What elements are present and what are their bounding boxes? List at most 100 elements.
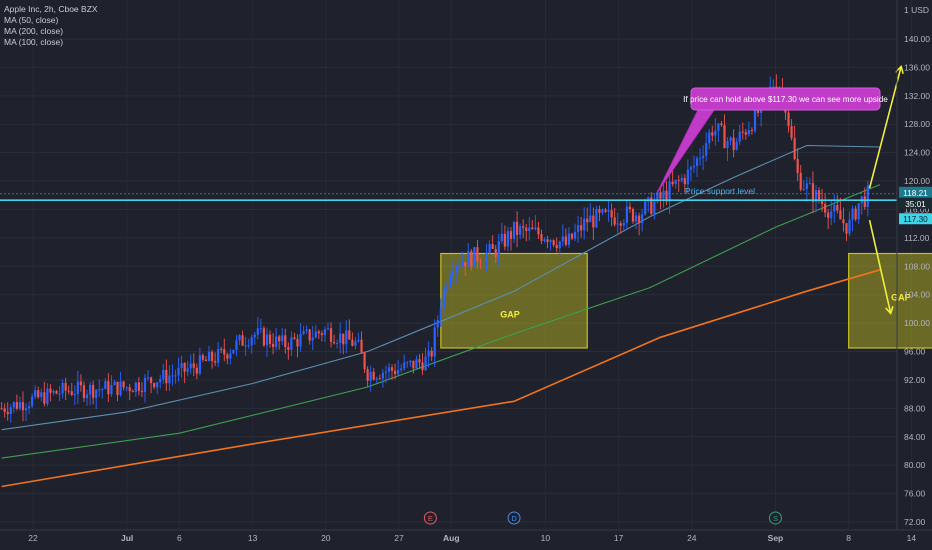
event-marker-s[interactable]: S bbox=[768, 511, 782, 525]
candle-body bbox=[702, 155, 705, 158]
candle-body bbox=[305, 329, 308, 332]
candle-body bbox=[497, 241, 500, 257]
x-tick-label: 17 bbox=[614, 533, 624, 543]
callout-box[interactable] bbox=[690, 87, 881, 111]
candle-body bbox=[223, 349, 226, 355]
candle-body bbox=[641, 214, 644, 224]
candle-body bbox=[595, 209, 598, 228]
candle-body bbox=[82, 385, 86, 398]
candle-body bbox=[400, 368, 403, 371]
candle-body bbox=[18, 402, 22, 409]
gap-label: GAP bbox=[500, 310, 520, 320]
countdown-badge-bg bbox=[899, 197, 932, 209]
legend-ma-200[interactable]: MA (200, close) bbox=[4, 26, 64, 36]
candle-body bbox=[451, 272, 455, 276]
candle-body bbox=[720, 123, 723, 126]
candle-body bbox=[793, 138, 796, 160]
candle-body bbox=[519, 226, 522, 235]
ma-100-line bbox=[1, 184, 881, 459]
candle-body bbox=[134, 382, 137, 393]
last-price-badge-bg bbox=[899, 186, 932, 198]
candle-body bbox=[229, 353, 232, 359]
symbol-title[interactable]: Apple Inc, 2h, Cboe BZX bbox=[4, 4, 98, 14]
candle-body bbox=[747, 130, 750, 135]
candle-body bbox=[506, 231, 510, 247]
y-tick-label: 88.00 bbox=[904, 403, 926, 413]
candle-body bbox=[27, 406, 31, 409]
candle-body bbox=[308, 329, 311, 341]
candle-body bbox=[76, 381, 79, 395]
candle-body bbox=[698, 157, 702, 159]
candle-body bbox=[573, 231, 577, 239]
candle-body bbox=[186, 368, 189, 372]
gap-zone[interactable] bbox=[848, 252, 932, 349]
candle-body bbox=[189, 363, 192, 369]
candle-body bbox=[323, 329, 327, 336]
candle-body bbox=[244, 345, 247, 347]
x-tick-label: 10 bbox=[541, 533, 551, 543]
candle-body bbox=[723, 125, 726, 149]
arrows[interactable] bbox=[868, 67, 901, 312]
candle-body bbox=[436, 319, 439, 328]
candle-body bbox=[653, 201, 656, 214]
candle-body bbox=[88, 384, 92, 395]
candle-body bbox=[686, 169, 689, 185]
candle-body bbox=[814, 190, 818, 202]
legend-ma-50[interactable]: MA (50, close) bbox=[4, 15, 59, 25]
event-marker-d[interactable]: D bbox=[507, 511, 521, 525]
candle-body bbox=[174, 375, 177, 377]
candle-body bbox=[464, 261, 467, 267]
ma-200-line bbox=[1, 269, 881, 488]
candle-body bbox=[363, 352, 366, 370]
candle-body bbox=[644, 201, 647, 215]
candle-body bbox=[857, 203, 860, 220]
candle-body bbox=[171, 375, 174, 377]
candle-body bbox=[622, 222, 625, 226]
candle-body bbox=[454, 266, 458, 273]
candle-body bbox=[339, 333, 342, 344]
candle-body bbox=[317, 331, 320, 334]
x-tick-label: 20 bbox=[321, 533, 331, 543]
candle-body bbox=[412, 360, 415, 369]
candle-body bbox=[833, 205, 836, 212]
candle-body bbox=[55, 390, 58, 394]
callout-group[interactable]: If price can hold above $117.30 we can s… bbox=[656, 87, 888, 194]
y-tick-label: 128.00 bbox=[904, 119, 930, 129]
candle-body bbox=[726, 140, 729, 149]
up-arrow[interactable] bbox=[868, 67, 901, 189]
candle-body bbox=[95, 389, 98, 398]
candle-body bbox=[79, 381, 83, 386]
support-line-group[interactable]: Price support level bbox=[0, 186, 897, 202]
candle-body bbox=[485, 252, 488, 263]
candle-body bbox=[564, 236, 567, 245]
legend-ma-100[interactable]: MA (100, close) bbox=[4, 37, 64, 47]
down-arrow[interactable] bbox=[868, 219, 891, 312]
candle-body bbox=[168, 375, 171, 384]
candle-body bbox=[820, 200, 824, 204]
event-marker-e[interactable]: E bbox=[423, 511, 437, 525]
candle-body bbox=[567, 233, 571, 245]
candle-body bbox=[85, 394, 89, 398]
candle-body bbox=[439, 308, 442, 320]
candle-body bbox=[37, 390, 40, 398]
candle-body bbox=[845, 223, 848, 234]
y-tick-label: 96.00 bbox=[904, 347, 926, 357]
candle-body bbox=[708, 132, 711, 144]
candle-body bbox=[192, 363, 195, 368]
candle-body bbox=[409, 360, 412, 363]
candle-body bbox=[537, 227, 540, 235]
candle-body bbox=[101, 389, 104, 391]
candle-body bbox=[418, 359, 421, 363]
candle-body bbox=[387, 367, 391, 372]
candle-body bbox=[476, 247, 479, 262]
candle-body bbox=[311, 337, 314, 341]
y-tick-label: 116.00 bbox=[904, 204, 930, 214]
candle-body bbox=[866, 185, 869, 207]
candle-body bbox=[204, 359, 208, 362]
candle-body bbox=[271, 343, 275, 348]
candle-body bbox=[0, 408, 3, 410]
candle-body bbox=[461, 261, 464, 266]
candle-body bbox=[268, 334, 272, 344]
